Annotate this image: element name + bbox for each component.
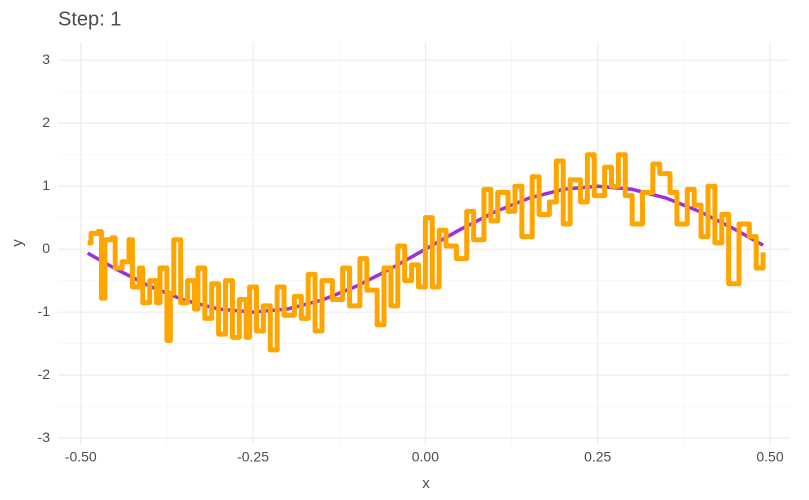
chart-title: Step: 1 <box>58 8 121 30</box>
x-tick-label: 0.00 <box>412 449 439 465</box>
x-tick-label: 0.50 <box>756 449 783 465</box>
x-tick-label: 0.25 <box>584 449 611 465</box>
y-tick-label: -1 <box>38 303 51 319</box>
y-tick-label: 1 <box>42 177 50 193</box>
y-tick-label: 0 <box>42 240 50 256</box>
x-tick-label: -0.25 <box>237 449 269 465</box>
step-line <box>87 152 766 353</box>
y-axis-label: y <box>9 239 26 247</box>
y-tick-label: 2 <box>42 114 50 130</box>
y-tick-label: -2 <box>38 366 51 382</box>
x-tick-label: -0.50 <box>65 449 97 465</box>
y-tick-label: 3 <box>42 51 50 67</box>
x-axis-label: x <box>422 475 430 492</box>
y-tick-label: -3 <box>38 429 51 445</box>
